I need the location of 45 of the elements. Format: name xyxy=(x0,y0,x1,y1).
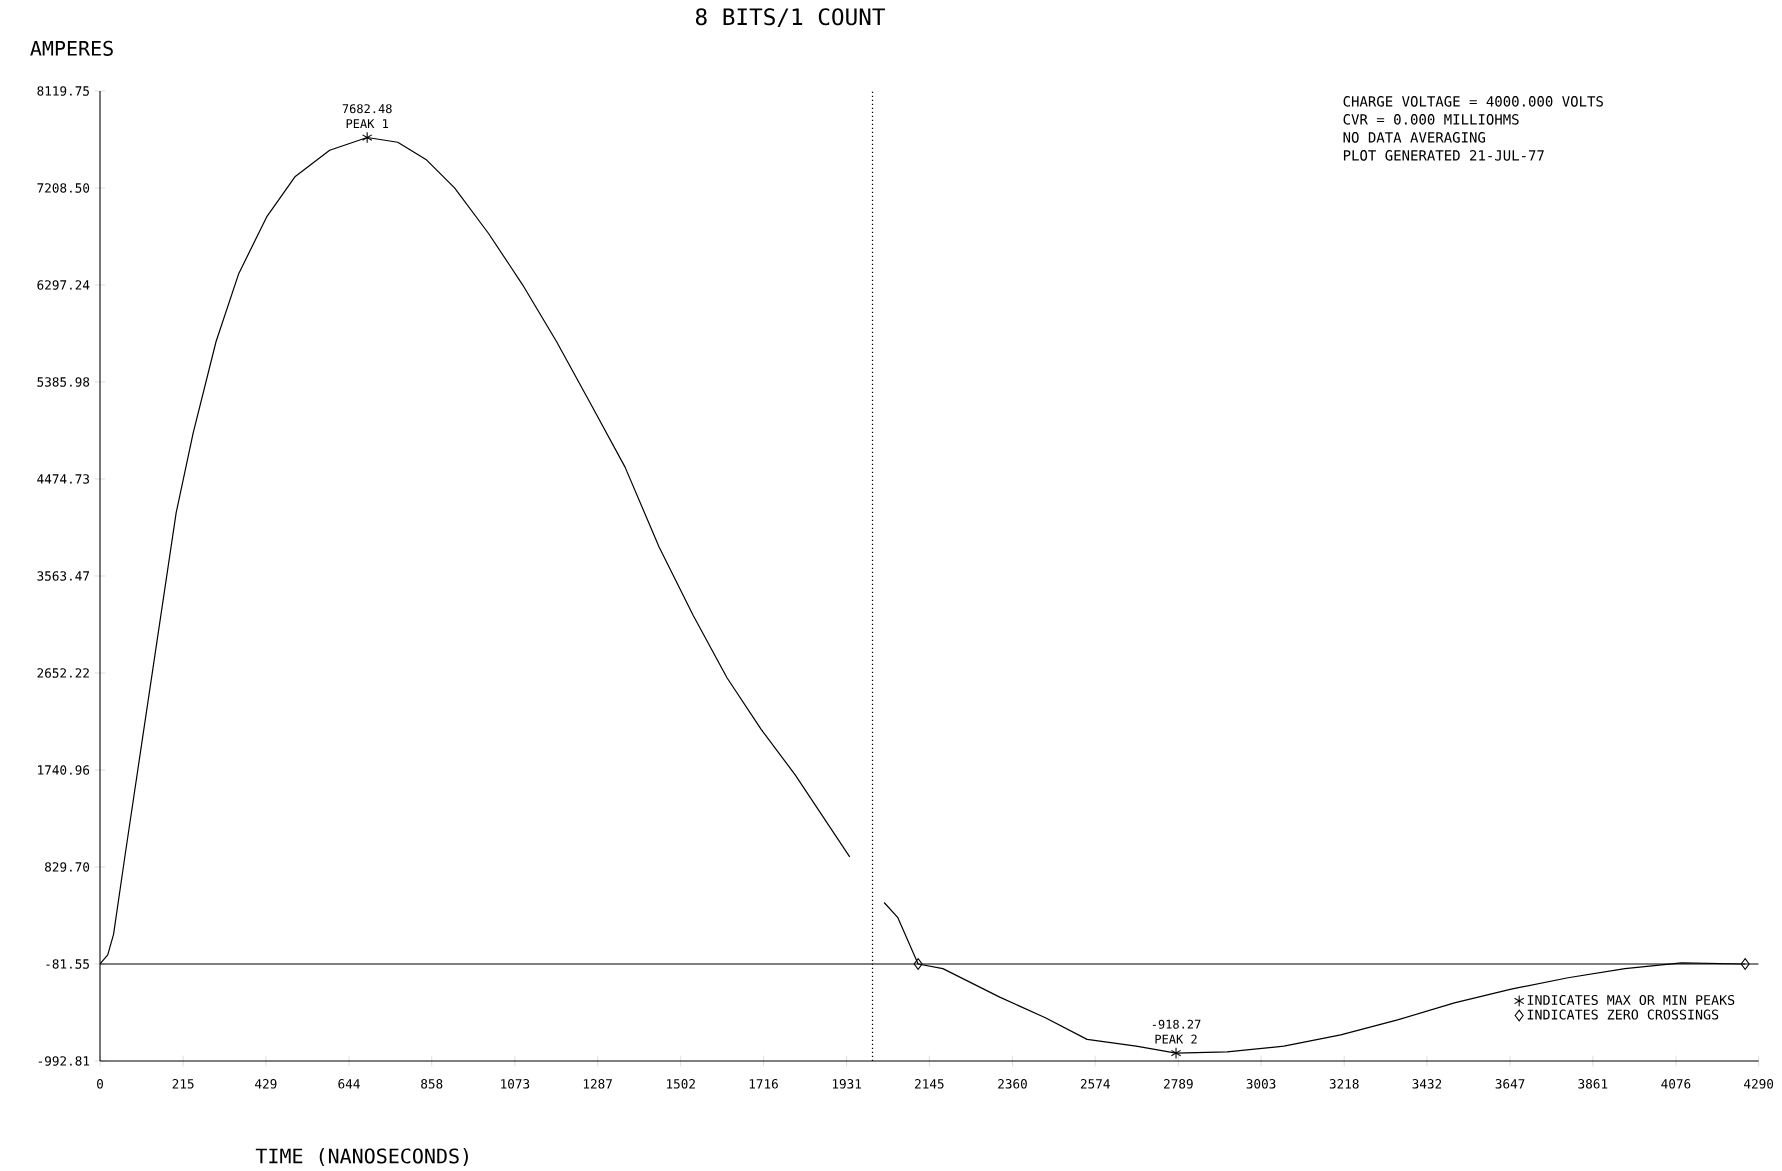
x-tick-label: 215 xyxy=(172,1079,194,1089)
x-tick-label: 4076 xyxy=(1661,1079,1691,1089)
x-tick-label: 3432 xyxy=(1412,1079,1442,1089)
y-tick-label: 8119.75 xyxy=(37,86,89,96)
annotation: PEAK 2 xyxy=(1155,1034,1197,1044)
y-tick-label: 5385.98 xyxy=(37,377,90,387)
y-axis-title: AMPERES xyxy=(30,40,113,56)
y-tick-label: 6297.24 xyxy=(37,280,90,290)
annotation: PEAK 1 xyxy=(346,119,389,128)
x-tick-label: 3218 xyxy=(1329,1079,1359,1089)
x-tick-label: 1073 xyxy=(501,1079,530,1089)
x-tick-label: 2789 xyxy=(1164,1079,1193,1089)
annotation: CVR = 0.000 MILLIOHMS xyxy=(1343,114,1519,125)
annotation: PLOT GENERATED 21-JUL-77 xyxy=(1343,150,1544,161)
y-tick-label: 3563.47 xyxy=(37,571,90,581)
x-tick-label: 429 xyxy=(255,1079,277,1089)
x-tick-label: 4290 xyxy=(1744,1079,1774,1089)
y-tick-label: -81.55 xyxy=(46,959,89,969)
x-tick-label: 2145 xyxy=(915,1079,944,1089)
x-tick-label: 0 xyxy=(97,1079,103,1089)
y-tick-label: 829.70 xyxy=(45,862,90,872)
x-tick-label: 3003 xyxy=(1246,1079,1276,1089)
y-tick-label: -992.81 xyxy=(38,1056,90,1066)
x-tick-label: 2360 xyxy=(998,1079,1027,1089)
data-label: 7682.48 xyxy=(342,104,392,114)
y-tick-label: 1740.96 xyxy=(38,765,90,775)
x-tick-label: 2574 xyxy=(1080,1079,1110,1089)
x-axis-title: TIME (NANOSECONDS) xyxy=(255,1148,468,1166)
y-tick-label: 7208.50 xyxy=(37,183,90,193)
x-tick-label: 1502 xyxy=(667,1079,695,1089)
y-tick-label: 2652.22 xyxy=(37,668,89,678)
x-tick-label: 1716 xyxy=(749,1079,778,1089)
chart-title: 8 BITS/1 COUNT xyxy=(695,8,886,28)
x-tick-label: 858 xyxy=(421,1079,443,1089)
x-tick-label: 3647 xyxy=(1495,1079,1525,1089)
x-tick-label: 644 xyxy=(338,1079,360,1089)
x-tick-label: 3861 xyxy=(1578,1079,1608,1089)
legend-label: INDICATES ZERO CROSSINGS xyxy=(1527,1009,1719,1020)
data-label: -918.27 xyxy=(1152,1019,1201,1029)
x-tick-label: 1287 xyxy=(583,1079,612,1089)
legend-label: INDICATES MAX OR MIN PEAKS xyxy=(1527,994,1735,1006)
annotation: NO DATA AVERAGING xyxy=(1343,132,1486,143)
annotation: CHARGE VOLTAGE = 4000.000 VOLTS xyxy=(1343,96,1603,107)
x-tick-label: 1931 xyxy=(832,1079,861,1089)
y-tick-label: 4474.73 xyxy=(37,474,90,484)
